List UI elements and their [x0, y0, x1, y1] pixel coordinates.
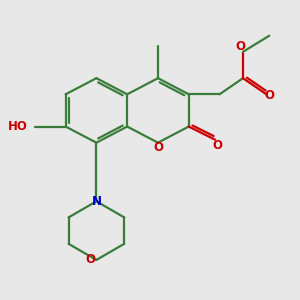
- Text: O: O: [153, 141, 163, 154]
- Text: O: O: [236, 40, 246, 53]
- Text: N: N: [92, 195, 101, 208]
- Text: O: O: [85, 254, 95, 266]
- Text: O: O: [212, 139, 222, 152]
- Text: O: O: [264, 89, 274, 102]
- Text: HO: HO: [8, 120, 28, 133]
